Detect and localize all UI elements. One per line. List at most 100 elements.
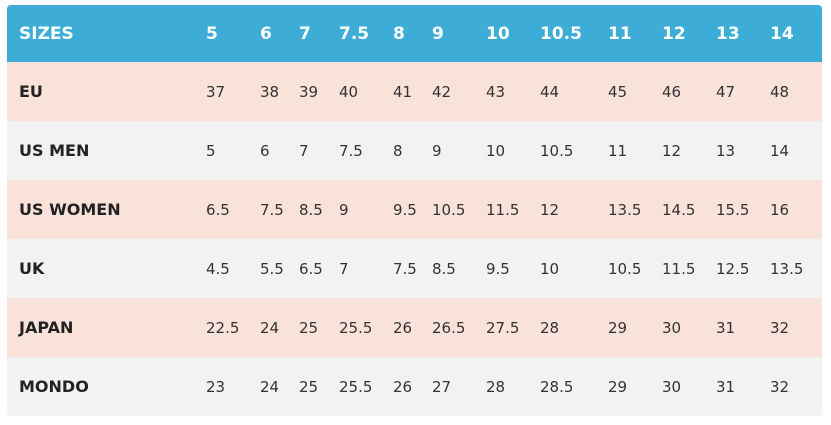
table-cell: 29 [608,377,628,396]
table-cell: 31 [716,318,736,337]
table-cell: 25 [299,318,319,337]
table-cell: 6 [260,23,272,44]
table-cell: 13 [716,141,736,160]
table-cell: 47 [716,82,736,101]
table-cell: 24 [260,318,280,337]
table-cell: 41 [393,82,413,101]
table-row: JAPAN 22.5 24 25 25.5 26 26.5 27.5 28 29 30 31 32 [7,298,822,357]
table-cell: 11.5 [662,259,696,278]
table-cell: 10.5 [540,23,582,44]
table-cell: 39 [299,82,319,101]
table-cell: 30 [662,318,682,337]
table-cell: 9 [432,23,444,44]
table-cell: 8 [393,141,403,160]
table-cell: 27.5 [486,318,520,337]
table-cell: 9 [339,200,349,219]
table-cell: 6 [260,141,270,160]
table-header: SIZES 5 6 7 7.5 8 9 10 10.5 11 12 13 14 [7,5,822,62]
table-row: US MEN 5 6 7 7.5 8 9 10 10.5 11 12 13 14 [7,121,822,180]
table-cell: 25 [299,377,319,396]
table-cell: 9.5 [393,200,417,219]
table-cell: 13 [716,23,740,44]
table-cell: 13.5 [608,200,642,219]
table-cell: 7.5 [339,141,363,160]
table-cell: 8.5 [432,259,456,278]
size-table: SIZES 5 6 7 7.5 8 9 10 10.5 11 12 13 14 EU 37 38 39 40 41 4… [7,5,822,416]
table-cell: 12 [662,23,686,44]
row-label: JAPAN [19,318,74,337]
table-cell: 40 [339,82,359,101]
table-cell: 38 [260,82,280,101]
table-cell: 28 [540,318,560,337]
table-cell: 14 [770,23,794,44]
table-cell: 7 [299,141,309,160]
table-cell: 48 [770,82,790,101]
table-cell: 23 [206,377,226,396]
row-label: UK [19,259,45,278]
row-label: US WOMEN [19,200,121,219]
table-cell: 6.5 [299,259,323,278]
table-cell: 5 [206,23,218,44]
table-cell: 28 [486,377,506,396]
table-cell: 10.5 [432,200,466,219]
table-cell: 9 [432,141,442,160]
table-cell: 37 [206,82,226,101]
table-cell: 7.5 [393,259,417,278]
table-cell: 7.5 [260,200,284,219]
row-label: SIZES [19,23,74,44]
table-cell: 31 [716,377,736,396]
table-cell: 15.5 [716,200,750,219]
row-label: US MEN [19,141,90,160]
table-cell: 5.5 [260,259,284,278]
table-cell: 11 [608,23,632,44]
table-cell: 6.5 [206,200,230,219]
table-cell: 13.5 [770,259,804,278]
table-cell: 10 [486,23,510,44]
table-cell: 46 [662,82,682,101]
table-cell: 5 [206,141,216,160]
table-cell: 28.5 [540,377,574,396]
table-cell: 8 [393,23,405,44]
table-cell: 7 [299,23,311,44]
table-cell: 45 [608,82,628,101]
table-cell: 42 [432,82,452,101]
table-cell: 16 [770,200,790,219]
table-cell: 12.5 [716,259,750,278]
table-cell: 14 [770,141,790,160]
table-cell: 10 [486,141,506,160]
table-cell: 11 [608,141,628,160]
table-cell: 11.5 [486,200,520,219]
table-cell: 44 [540,82,560,101]
table-cell: 8.5 [299,200,323,219]
table-cell: 22.5 [206,318,240,337]
table-cell: 32 [770,377,790,396]
table-cell: 30 [662,377,682,396]
table-cell: 12 [540,200,560,219]
row-label: MONDO [19,377,89,396]
table-cell: 26 [393,377,413,396]
table-cell: 4.5 [206,259,230,278]
row-label: EU [19,82,43,101]
table-cell: 7 [339,259,349,278]
table-cell: 10 [540,259,560,278]
table-cell: 25.5 [339,318,373,337]
table-row: UK 4.5 5.5 6.5 7 7.5 8.5 9.5 10 10.5 11.5 12.5 13.5 [7,239,822,298]
table-cell: 26.5 [432,318,466,337]
table-cell: 26 [393,318,413,337]
table-cell: 10.5 [540,141,574,160]
table-cell: 14.5 [662,200,696,219]
table-cell: 24 [260,377,280,396]
table-cell: 29 [608,318,628,337]
table-row: EU 37 38 39 40 41 42 43 44 45 46 47 48 [7,62,822,121]
table-cell: 7.5 [339,23,370,44]
table-row: MONDO 23 24 25 25.5 26 27 28 28.5 29 30 31 32 [7,357,822,416]
table-cell: 32 [770,318,790,337]
table-cell: 25.5 [339,377,373,396]
table-row: US WOMEN 6.5 7.5 8.5 9 9.5 10.5 11.5 12 13.5 14.5 1… [7,180,822,239]
table-cell: 10.5 [608,259,642,278]
table-cell: 12 [662,141,682,160]
table-cell: 27 [432,377,452,396]
table-cell: 43 [486,82,506,101]
table-cell: 9.5 [486,259,510,278]
